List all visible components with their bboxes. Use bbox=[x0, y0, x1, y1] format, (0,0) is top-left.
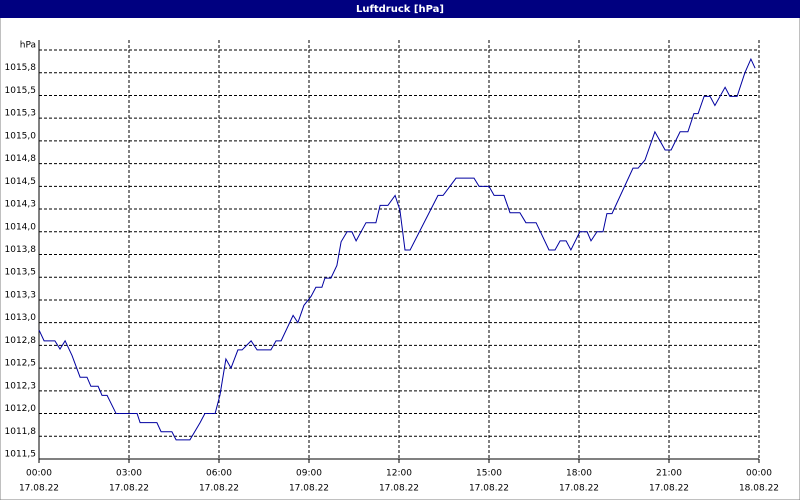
x-tick-label: 12:00 bbox=[386, 469, 412, 479]
x-tick-date: 17.08.22 bbox=[649, 484, 689, 494]
y-tick-label: 1014,3 bbox=[5, 200, 37, 210]
x-tick-date: 17.08.22 bbox=[289, 484, 329, 494]
x-tick-label: 21:00 bbox=[656, 469, 682, 479]
x-tick-label: 06:00 bbox=[206, 469, 232, 479]
x-tick-date: 17.08.22 bbox=[109, 484, 149, 494]
y-tick-label: 1012,0 bbox=[5, 404, 37, 414]
y-tick-label: 1011,5 bbox=[5, 450, 37, 460]
x-tick-date: 17.08.22 bbox=[379, 484, 419, 494]
x-tick-label: 00:00 bbox=[746, 469, 772, 479]
y-tick-label: 1014,0 bbox=[5, 222, 37, 232]
data-line bbox=[38, 57, 756, 441]
y-tick-label: 1013,8 bbox=[5, 245, 37, 255]
y-tick-label: 1015,8 bbox=[5, 63, 37, 73]
chart-title: Luftdruck [hPa] bbox=[356, 4, 444, 15]
y-tick-label: 1015,0 bbox=[5, 131, 37, 141]
x-tick-date: 17.08.22 bbox=[469, 484, 509, 494]
y-tick-label: 1012,8 bbox=[5, 336, 37, 346]
y-tick-label: 1015,3 bbox=[5, 109, 37, 119]
x-tick-label: 09:00 bbox=[296, 469, 322, 479]
y-tick-label: 1014,8 bbox=[5, 154, 37, 164]
x-tick-date: 18.08.22 bbox=[739, 484, 779, 494]
y-tick-label: 1013,0 bbox=[5, 313, 37, 323]
y-tick-label: 1014,5 bbox=[5, 177, 37, 187]
y-tick-label: 1012,5 bbox=[5, 359, 37, 369]
y-tick-label: 1013,5 bbox=[5, 268, 37, 278]
y-tick-label: 1012,3 bbox=[5, 381, 37, 391]
x-tick-date: 17.08.22 bbox=[19, 484, 59, 494]
y-tick-label: hPa bbox=[20, 41, 36, 51]
x-tick-label: 03:00 bbox=[116, 469, 142, 479]
x-tick-label: 15:00 bbox=[476, 469, 502, 479]
x-tick-date: 17.08.22 bbox=[199, 484, 239, 494]
title-bar bbox=[0, 0, 800, 18]
y-tick-label: 1011,8 bbox=[5, 427, 37, 437]
y-tick-label: 1013,3 bbox=[5, 290, 37, 300]
y-tick-label: 1015,5 bbox=[5, 86, 37, 96]
x-tick-label: 00:00 bbox=[26, 469, 52, 479]
x-tick-date: 17.08.22 bbox=[559, 484, 599, 494]
x-tick-label: 18:00 bbox=[566, 469, 592, 479]
